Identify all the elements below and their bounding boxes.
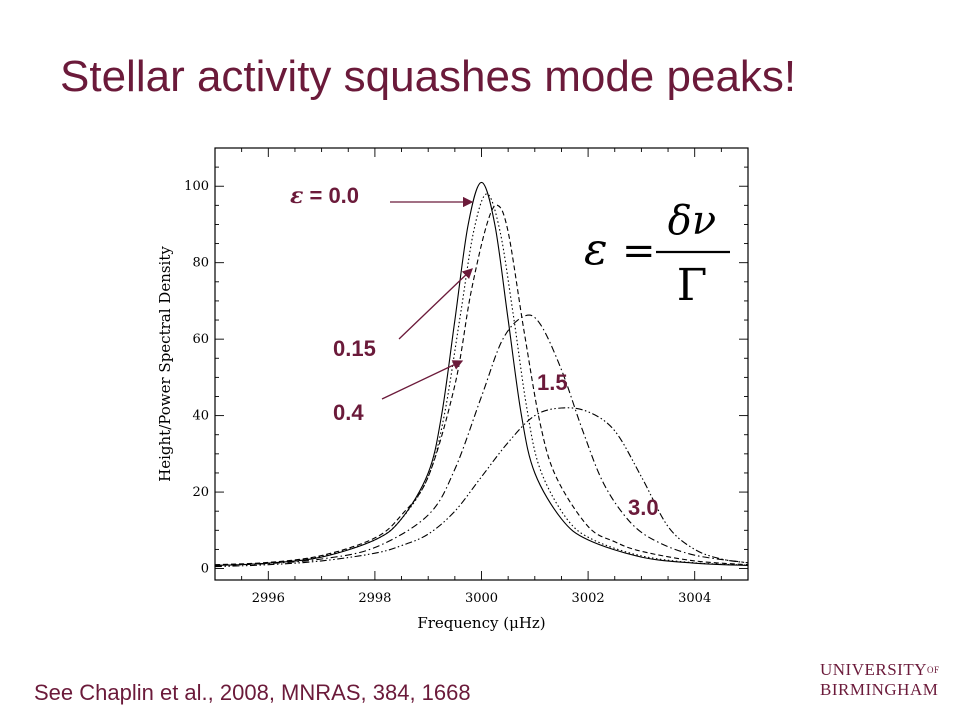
epsilon-zero-annotation: ε = 0.0 (290, 183, 359, 209)
annotation-3-0: 3.0 (628, 495, 659, 520)
arrow-0-15 (398, 268, 473, 340)
series-line-eps-0-4 (214, 204, 749, 566)
y-tick-label: 40 (192, 409, 209, 424)
x-tick-label: 3000 (465, 591, 498, 606)
annotation-0-4: 0.4 (333, 400, 364, 425)
y-tick-label: 100 (184, 179, 209, 194)
x-tick-label: 2998 (358, 591, 391, 606)
slide-title: Stellar activity squashes mode peaks! (60, 52, 797, 101)
y-tick-label: 60 (192, 332, 209, 347)
x-tick-label: 2996 (252, 591, 285, 606)
annotation-1-5: 1.5 (537, 370, 568, 395)
university-logo: UNIVERSITYOF BIRMINGHAM (820, 660, 940, 700)
formula-denominator: Γ (677, 260, 708, 308)
logo-birmingham: BIRMINGHAM (820, 680, 939, 699)
x-tick-label: 3002 (572, 591, 605, 606)
formula-numerator: δν (668, 198, 716, 244)
y-tick-label: 0 (201, 562, 209, 577)
y-tick-label: 80 (192, 256, 209, 271)
series-line-eps-0-15 (214, 193, 749, 566)
y-tick-label: 20 (192, 485, 209, 500)
arrow-0-4 (381, 360, 464, 400)
y-axis-label: Height/Power Spectral Density (156, 246, 174, 482)
logo-university: UNIVERSITY (820, 660, 927, 679)
x-tick-label: 3004 (678, 591, 711, 606)
series-line-eps-3-0 (214, 407, 749, 568)
logo-of: OF (927, 665, 940, 675)
formula-lhs: ε (584, 224, 608, 275)
epsilon-symbol: ε (290, 183, 304, 209)
x-axis-label: Frequency (μHz) (417, 614, 545, 632)
series-line-eps-1-5 (214, 314, 749, 567)
citation: See Chaplin et al., 2008, MNRAS, 384, 16… (34, 680, 471, 705)
chart-area: 2996 2998 3000 3002 3004 0 20 40 60 80 100 Frequenc… (150, 140, 760, 640)
annotation-0-15: 0.15 (333, 336, 376, 361)
formula-equals: = (622, 228, 656, 274)
spectral-density-chart: 2996 2998 3000 3002 3004 0 20 40 60 80 100 Frequenc… (156, 147, 749, 632)
epsilon-formula: ε = δν Γ (584, 198, 730, 308)
epsilon-zero-label: = 0.0 (303, 183, 360, 208)
